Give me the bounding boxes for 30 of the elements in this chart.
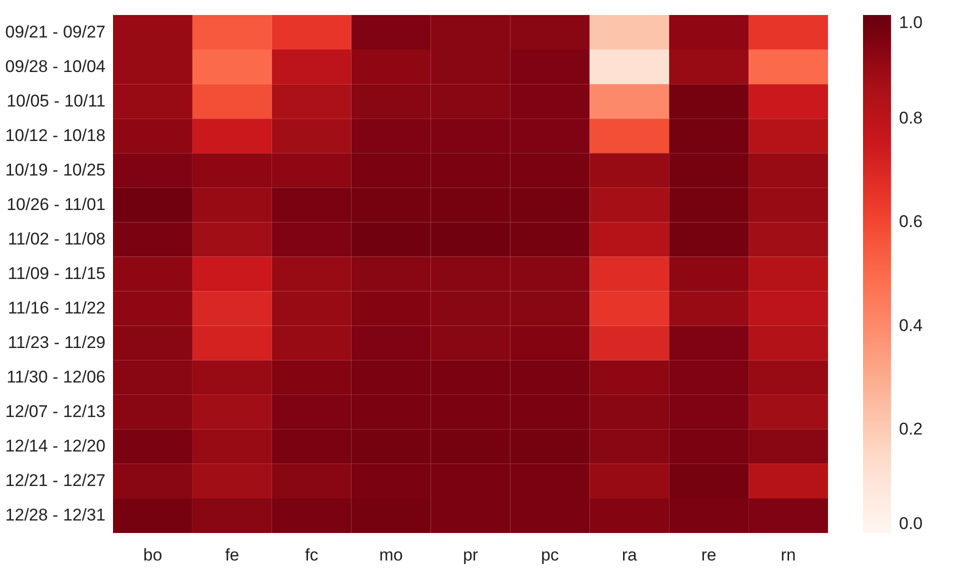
y-tick-label: 11/23 - 11/29: [8, 333, 106, 352]
x-tick-label: re: [701, 546, 716, 564]
color-bar-label: 0.6: [899, 212, 923, 232]
color-bar-label: 0.2: [899, 419, 923, 438]
y-tick-label: 12/07 - 12/13: [5, 402, 106, 422]
y-tick-label: 11/16 - 11/22: [8, 298, 106, 318]
y-tick-label: 12/14 - 12/20: [5, 436, 106, 456]
y-tick-label: 10/19 - 10/25: [5, 160, 106, 180]
x-tick-label: mo: [379, 546, 403, 564]
y-tick-label: 12/21 - 12/27: [5, 471, 106, 490]
y-tick-label: 10/05 - 10/11: [6, 91, 106, 110]
x-tick-label: fc: [304, 546, 319, 564]
color-bar-label: 0.8: [899, 108, 923, 128]
color-bar-label: 1.0: [899, 13, 923, 32]
x-tick-label: ra: [622, 546, 638, 564]
color-bar-label: 0.0: [899, 514, 923, 533]
color-bar-label: 0.4: [899, 316, 923, 335]
y-tick-label: 11/09 - 11/15: [8, 264, 106, 283]
y-tick-label: 10/26 - 11/01: [6, 194, 106, 214]
y-tick-label: 10/12 - 10/18: [5, 126, 106, 145]
y-tick-label: 12/28 - 12/31: [5, 506, 106, 525]
x-tick-label: fe: [225, 546, 240, 564]
x-tick-label: bo: [143, 546, 162, 564]
x-tick-label: pc: [540, 546, 560, 564]
x-tick-label: pr: [462, 546, 478, 564]
y-tick-label: 11/30 - 12/06: [6, 368, 106, 387]
x-tick-label: rn: [780, 546, 796, 564]
y-tick-label: 09/28 - 10/04: [5, 56, 106, 76]
y-tick-label: 09/21 - 09/27: [5, 22, 106, 42]
y-tick-label: 11/02 - 11/08: [8, 229, 106, 248]
